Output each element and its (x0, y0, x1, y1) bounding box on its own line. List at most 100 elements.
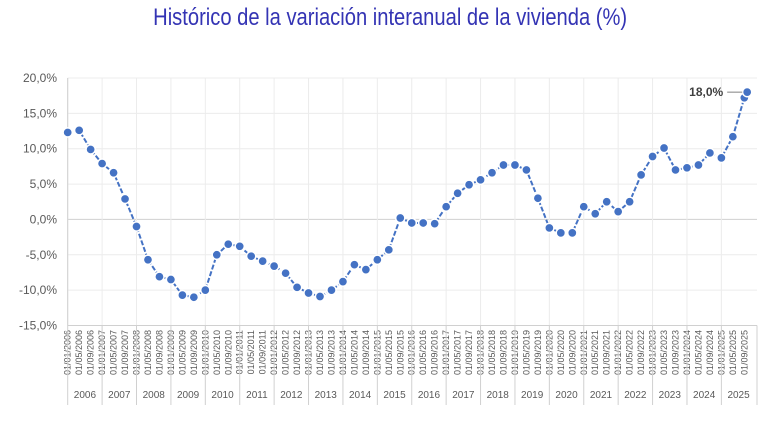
data-point (741, 86, 753, 98)
data-point (96, 158, 108, 169)
data-point (314, 291, 326, 302)
year-label: 2017 (452, 390, 475, 401)
data-point (486, 167, 498, 179)
year-label: 2019 (521, 390, 544, 401)
year-label: 2011 (246, 390, 268, 401)
x-tick-label: 01/09/2007 (120, 330, 130, 375)
data-point (727, 131, 739, 143)
data-point (119, 193, 131, 205)
data-point (234, 240, 246, 252)
x-tick-label: 01/05/2013 (315, 330, 325, 375)
x-tick-label: 01/05/2007 (109, 330, 119, 375)
y-tick-label: -5,0% (26, 248, 58, 262)
y-tick-label: -10,0% (19, 283, 57, 297)
chart-title: Histórico de la variación interanual de … (0, 4, 780, 32)
x-tick-label: 01/09/2020 (567, 330, 577, 375)
data-point (509, 159, 521, 171)
x-tick-label: 01/09/2017 (464, 330, 474, 375)
x-tick-label: 01/09/2008 (154, 330, 164, 375)
year-label: 2015 (383, 390, 406, 401)
data-point (371, 254, 383, 266)
x-tick-label: 01/05/2018 (487, 330, 497, 375)
data-point (521, 164, 532, 176)
data-point (716, 152, 727, 164)
series-line (67, 91, 749, 299)
data-point (463, 179, 475, 191)
x-tick-label: 01/09/2019 (533, 330, 543, 375)
data-point (670, 164, 681, 176)
year-label: 2012 (280, 390, 303, 401)
data-point (165, 274, 177, 285)
x-tick-label: 01/09/2011 (258, 330, 268, 374)
x-tick-label: 01/05/2014 (349, 330, 359, 375)
year-label: 2013 (315, 390, 338, 401)
x-tick-label: 01/05/2016 (418, 330, 428, 375)
data-point (268, 260, 280, 272)
data-point (440, 201, 452, 213)
year-label: 2025 (727, 390, 750, 401)
data-point (142, 254, 154, 266)
data-point (601, 196, 613, 208)
data-point (257, 255, 269, 267)
x-tick-label: 01/05/2012 (281, 330, 291, 375)
data-point (475, 174, 486, 186)
data-point (199, 284, 211, 296)
data-point (360, 264, 372, 275)
x-tick-label: 01/05/2009 (177, 330, 187, 375)
x-tick-label: 01/05/2006 (74, 330, 84, 375)
data-point (73, 124, 85, 136)
year-label: 2014 (349, 390, 372, 401)
x-tick-label: 01/05/2019 (521, 330, 531, 375)
data-point (532, 192, 544, 204)
data-point (131, 221, 142, 232)
x-tick-label: 01/09/2025 (739, 330, 749, 375)
data-point (417, 217, 429, 229)
data-point (337, 276, 349, 288)
x-tick-label: 01/05/2011 (246, 330, 256, 374)
year-label: 2008 (143, 390, 166, 401)
y-tick-label: 0,0% (30, 212, 58, 226)
year-label: 2020 (555, 390, 578, 401)
x-tick-label: 01/05/2021 (590, 330, 600, 375)
data-point (188, 291, 200, 303)
x-tick-label: 01/09/2023 (671, 330, 681, 375)
data-point (280, 267, 291, 279)
x-tick-label: 01/05/2024 (693, 330, 703, 375)
y-tick-label: -15,0% (19, 319, 57, 333)
data-point (544, 222, 555, 234)
data-point (349, 259, 360, 271)
data-point (383, 244, 395, 256)
x-tick-label: 01/05/2010 (212, 330, 222, 375)
data-point (245, 250, 257, 262)
x-tick-label: 01/09/2012 (292, 330, 302, 375)
year-label: 2021 (590, 390, 613, 401)
data-point (326, 284, 337, 296)
data-point (452, 187, 463, 199)
year-label: 2022 (624, 390, 647, 401)
data-point (704, 147, 716, 159)
data-point (303, 287, 314, 299)
data-point (624, 196, 635, 208)
x-tick-label: 01/09/2015 (395, 330, 405, 375)
data-point (406, 217, 418, 229)
data-point (154, 271, 165, 283)
y-tick-label: 15,0% (23, 106, 57, 120)
x-tick-label: 01/09/2021 (602, 330, 612, 375)
data-point (85, 144, 96, 155)
data-point (177, 289, 188, 301)
data-point (108, 167, 119, 179)
x-tick-label: 01/09/2022 (636, 330, 646, 375)
chart-title-text: Histórico de la variación interanual de … (153, 4, 627, 31)
data-point (555, 227, 567, 239)
y-tick-label: 5,0% (30, 177, 58, 191)
year-label: 2006 (74, 390, 97, 401)
data-point (394, 212, 406, 224)
data-point (578, 201, 590, 213)
data-point (62, 127, 74, 138)
data-point (612, 206, 624, 217)
data-point (498, 159, 509, 171)
data-point (589, 208, 601, 220)
x-tick-label: 01/09/2006 (86, 330, 96, 375)
data-point (658, 142, 670, 154)
